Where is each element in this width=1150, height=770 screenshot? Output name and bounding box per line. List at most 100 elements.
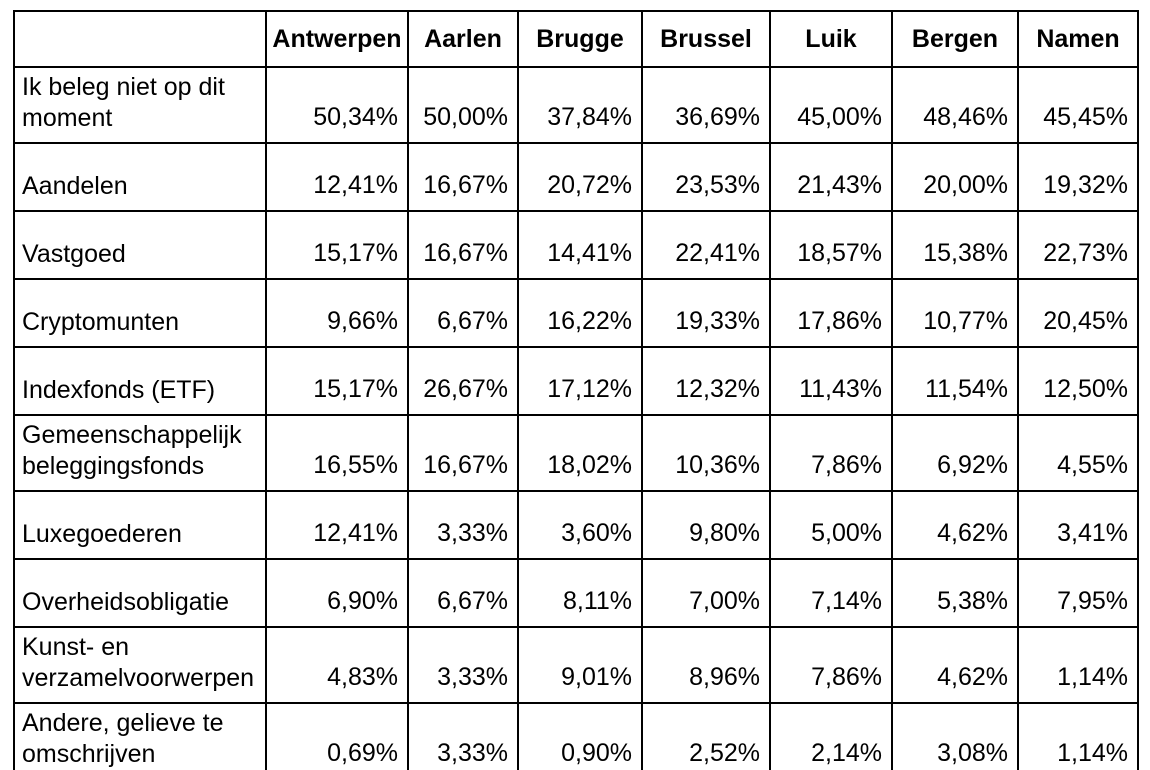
table-row: Luxegoederen 12,41% 3,33% 3,60% 9,80% 5,00% 4,… [13, 490, 1139, 560]
value-cell: 9,66% [265, 278, 409, 348]
value-cell: 3,33% [407, 626, 519, 704]
table-row: Vastgoed 15,17% 16,67% 14,41% 22,41% 18,57% 15… [13, 210, 1139, 280]
value-cell: 16,22% [517, 278, 643, 348]
value-cell: 15,17% [265, 210, 409, 280]
table-row: Gemeenschappelijk beleggingsfonds 16,55% 1… [13, 414, 1139, 492]
corner-header-cell [13, 10, 267, 68]
value-cell: 7,95% [1017, 558, 1139, 628]
value-cell: 2,52% [641, 702, 771, 770]
column-header-bergen: Bergen [891, 10, 1019, 68]
value-cell: 2,14% [769, 702, 893, 770]
column-header-brugge: Brugge [517, 10, 643, 68]
value-cell: 20,00% [891, 142, 1019, 212]
value-cell: 6,67% [407, 558, 519, 628]
value-cell: 4,55% [1017, 414, 1139, 492]
value-cell: 0,90% [517, 702, 643, 770]
row-label: Vastgoed [13, 210, 267, 280]
value-cell: 15,17% [265, 346, 409, 416]
table-row: Kunst- en verzamelvoorwerpen 4,83% 3,33% 9,… [13, 626, 1139, 704]
value-cell: 6,90% [265, 558, 409, 628]
value-cell: 5,00% [769, 490, 893, 560]
value-cell: 5,38% [891, 558, 1019, 628]
row-label: Aandelen [13, 142, 267, 212]
value-cell: 20,72% [517, 142, 643, 212]
value-cell: 45,45% [1017, 66, 1139, 144]
table-row: Overheidsobligatie 6,90% 6,67% 8,11% 7,00% 7,… [13, 558, 1139, 628]
value-cell: 16,67% [407, 414, 519, 492]
value-cell: 7,00% [641, 558, 771, 628]
value-cell: 1,14% [1017, 626, 1139, 704]
value-cell: 12,41% [265, 490, 409, 560]
value-cell: 22,73% [1017, 210, 1139, 280]
value-cell: 4,62% [891, 490, 1019, 560]
value-cell: 18,02% [517, 414, 643, 492]
value-cell: 4,62% [891, 626, 1019, 704]
value-cell: 7,86% [769, 414, 893, 492]
value-cell: 48,46% [891, 66, 1019, 144]
table-row: Ik beleg niet op dit moment 50,34% 50,00% 3… [13, 66, 1139, 144]
value-cell: 3,33% [407, 702, 519, 770]
value-cell: 9,80% [641, 490, 771, 560]
row-label: Indexfonds (ETF) [13, 346, 267, 416]
value-cell: 17,12% [517, 346, 643, 416]
row-label: Ik beleg niet op dit moment [13, 66, 267, 144]
value-cell: 11,54% [891, 346, 1019, 416]
value-cell: 26,67% [407, 346, 519, 416]
value-cell: 14,41% [517, 210, 643, 280]
value-cell: 23,53% [641, 142, 771, 212]
value-cell: 7,14% [769, 558, 893, 628]
value-cell: 19,33% [641, 278, 771, 348]
value-cell: 7,86% [769, 626, 893, 704]
value-cell: 4,83% [265, 626, 409, 704]
value-cell: 50,34% [265, 66, 409, 144]
table-row: Andere, gelieve te omschrijven 0,69% 3,33%… [13, 702, 1139, 770]
row-label: Gemeenschappelijk beleggingsfonds [13, 414, 267, 492]
column-header-luik: Luik [769, 10, 893, 68]
value-cell: 37,84% [517, 66, 643, 144]
value-cell: 21,43% [769, 142, 893, 212]
value-cell: 20,45% [1017, 278, 1139, 348]
table-row: Cryptomunten 9,66% 6,67% 16,22% 19,33% 17,86%… [13, 278, 1139, 348]
row-label: Overheidsobligatie [13, 558, 267, 628]
row-label: Cryptomunten [13, 278, 267, 348]
value-cell: 3,60% [517, 490, 643, 560]
row-label: Luxegoederen [13, 490, 267, 560]
column-header-aarlen: Aarlen [407, 10, 519, 68]
value-cell: 15,38% [891, 210, 1019, 280]
value-cell: 3,41% [1017, 490, 1139, 560]
investment-survey-table: Antwerpen Aarlen Brugge Brussel Luik Bergen Na… [13, 10, 1139, 770]
value-cell: 18,57% [769, 210, 893, 280]
value-cell: 19,32% [1017, 142, 1139, 212]
value-cell: 3,08% [891, 702, 1019, 770]
value-cell: 0,69% [265, 702, 409, 770]
value-cell: 10,36% [641, 414, 771, 492]
value-cell: 17,86% [769, 278, 893, 348]
value-cell: 16,67% [407, 142, 519, 212]
value-cell: 50,00% [407, 66, 519, 144]
row-label: Kunst- en verzamelvoorwerpen [13, 626, 267, 704]
value-cell: 1,14% [1017, 702, 1139, 770]
value-cell: 6,92% [891, 414, 1019, 492]
value-cell: 6,67% [407, 278, 519, 348]
column-header-antwerpen: Antwerpen [265, 10, 409, 68]
value-cell: 8,11% [517, 558, 643, 628]
value-cell: 45,00% [769, 66, 893, 144]
table-row: Aandelen 12,41% 16,67% 20,72% 23,53% 21,43% 20… [13, 142, 1139, 212]
value-cell: 12,32% [641, 346, 771, 416]
value-cell: 8,96% [641, 626, 771, 704]
value-cell: 10,77% [891, 278, 1019, 348]
table-row: Indexfonds (ETF) 15,17% 26,67% 17,12% 12,32%… [13, 346, 1139, 416]
column-header-brussel: Brussel [641, 10, 771, 68]
value-cell: 3,33% [407, 490, 519, 560]
value-cell: 16,55% [265, 414, 409, 492]
header-row: Antwerpen Aarlen Brugge Brussel Luik Bergen Na… [13, 10, 1139, 68]
value-cell: 12,41% [265, 142, 409, 212]
column-header-namen: Namen [1017, 10, 1139, 68]
value-cell: 11,43% [769, 346, 893, 416]
value-cell: 22,41% [641, 210, 771, 280]
value-cell: 36,69% [641, 66, 771, 144]
value-cell: 16,67% [407, 210, 519, 280]
value-cell: 12,50% [1017, 346, 1139, 416]
row-label: Andere, gelieve te omschrijven [13, 702, 267, 770]
